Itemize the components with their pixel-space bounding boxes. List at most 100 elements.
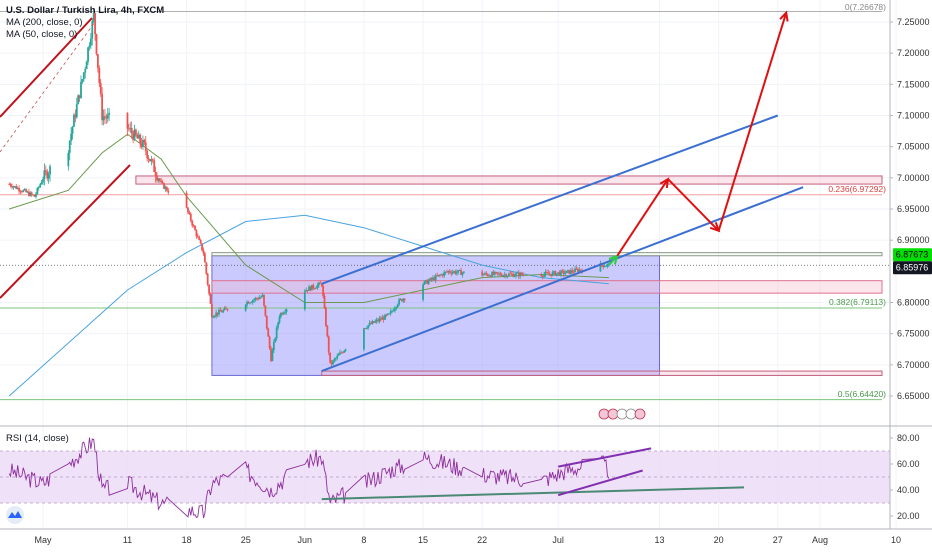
candle-body [509, 273, 512, 275]
candle-body [281, 313, 284, 315]
events-icons[interactable] [598, 408, 646, 420]
candle-body [363, 328, 365, 350]
candle-body [396, 304, 399, 308]
candle-body [49, 166, 51, 175]
candle-body [602, 265, 605, 268]
candle-body [565, 270, 568, 274]
candle-body [458, 270, 461, 271]
candle-body [461, 272, 464, 275]
candle-body [43, 170, 46, 179]
candle-body [316, 285, 319, 288]
candle-body [68, 140, 71, 153]
event-count-icon[interactable] [625, 408, 637, 420]
candle-body [96, 54, 99, 69]
candle-body [202, 250, 205, 254]
time-tick-label: Aug [812, 535, 828, 545]
candle-body [189, 213, 192, 221]
candle-body [8, 184, 11, 185]
candle-body [569, 270, 572, 274]
candle-body [462, 271, 465, 273]
candle-body [26, 191, 29, 193]
candle-body [260, 296, 263, 298]
candle-body [322, 285, 325, 297]
candle-body [133, 129, 136, 140]
candle-body [40, 182, 43, 185]
candle-body [80, 81, 82, 98]
candle-body [327, 336, 330, 353]
candle-body [436, 275, 439, 277]
rsi-channel-lower[interactable] [557, 469, 643, 497]
rsi-title[interactable]: RSI (14, close) [6, 433, 69, 444]
candle-body [434, 275, 437, 281]
candle-body [310, 284, 313, 291]
price-tick-label: 6.70000 [897, 360, 930, 370]
projection-arrow-segment[interactable] [667, 178, 720, 232]
candle-body [379, 318, 382, 320]
symbol-title[interactable]: U.S. Dollar / Turkish Lira, 4h, FXCM [6, 5, 164, 16]
legend-ma200[interactable]: MA (200, close, 0) [6, 17, 83, 28]
price-tick-label: 7.10000 [897, 111, 930, 121]
prior-channel-lower[interactable] [0, 164, 131, 299]
candle-body [394, 308, 396, 311]
candle-body [28, 191, 30, 196]
candle-body [129, 127, 132, 129]
candle-body [167, 190, 170, 193]
time-axis[interactable] [0, 530, 890, 550]
candle-body [505, 274, 508, 277]
candle-body [550, 274, 553, 276]
candle-body [370, 322, 372, 324]
event-flag-icon[interactable] [598, 408, 610, 420]
candle-body [187, 207, 189, 213]
legend-ma50[interactable]: MA (50, close, 0) [6, 29, 77, 40]
drawings-layer [0, 10, 804, 373]
candle-body [498, 273, 500, 275]
candle-body [402, 298, 405, 302]
candle-body [127, 128, 130, 130]
candle-body [453, 271, 455, 273]
candle-body [94, 13, 96, 35]
candle-body [317, 282, 320, 286]
candle-body [567, 270, 569, 271]
candle-body [513, 275, 516, 277]
candle-body [422, 284, 424, 300]
event-flag-icon[interactable] [607, 408, 619, 420]
candle-body [11, 186, 13, 188]
candle-body [377, 319, 379, 322]
candle-body [33, 195, 36, 197]
projection-arrow-segment[interactable] [717, 12, 788, 232]
candle-body [226, 308, 229, 311]
candle-body [312, 284, 315, 289]
projection-arrow-segment[interactable] [616, 178, 669, 257]
candle-body [278, 316, 281, 323]
candle-body [403, 298, 406, 300]
event-flag-icon[interactable] [634, 408, 646, 420]
event-count-icon[interactable] [616, 408, 628, 420]
candle-body [13, 186, 16, 187]
prior-channel-upper[interactable] [0, 17, 93, 118]
candle-body [274, 338, 277, 342]
candle-body [32, 194, 35, 196]
candle-body [35, 193, 37, 197]
candle-body [150, 159, 153, 162]
fib-label-382: 0.382(6.79113) [829, 297, 886, 307]
candle-body [384, 314, 386, 320]
price-tick-label: 7.25000 [897, 17, 930, 27]
candle-body [270, 348, 272, 362]
candle-body [132, 133, 134, 140]
candle-body [460, 270, 462, 275]
channel-upper-line[interactable] [321, 114, 779, 285]
candle-body [457, 270, 460, 273]
rsi-trendline[interactable] [321, 486, 745, 501]
candle-body [546, 271, 548, 273]
candle-body [568, 270, 571, 274]
candles-layer [8, 8, 610, 368]
time-tick-label: 11 [123, 535, 132, 545]
price-tick-label: 7.00000 [897, 173, 930, 183]
candle-body [388, 313, 391, 315]
rsi-channel-upper[interactable] [557, 447, 652, 468]
candle-body [337, 354, 340, 356]
candle-body [553, 271, 555, 273]
candle-body [154, 171, 157, 177]
candle-body [44, 170, 47, 172]
